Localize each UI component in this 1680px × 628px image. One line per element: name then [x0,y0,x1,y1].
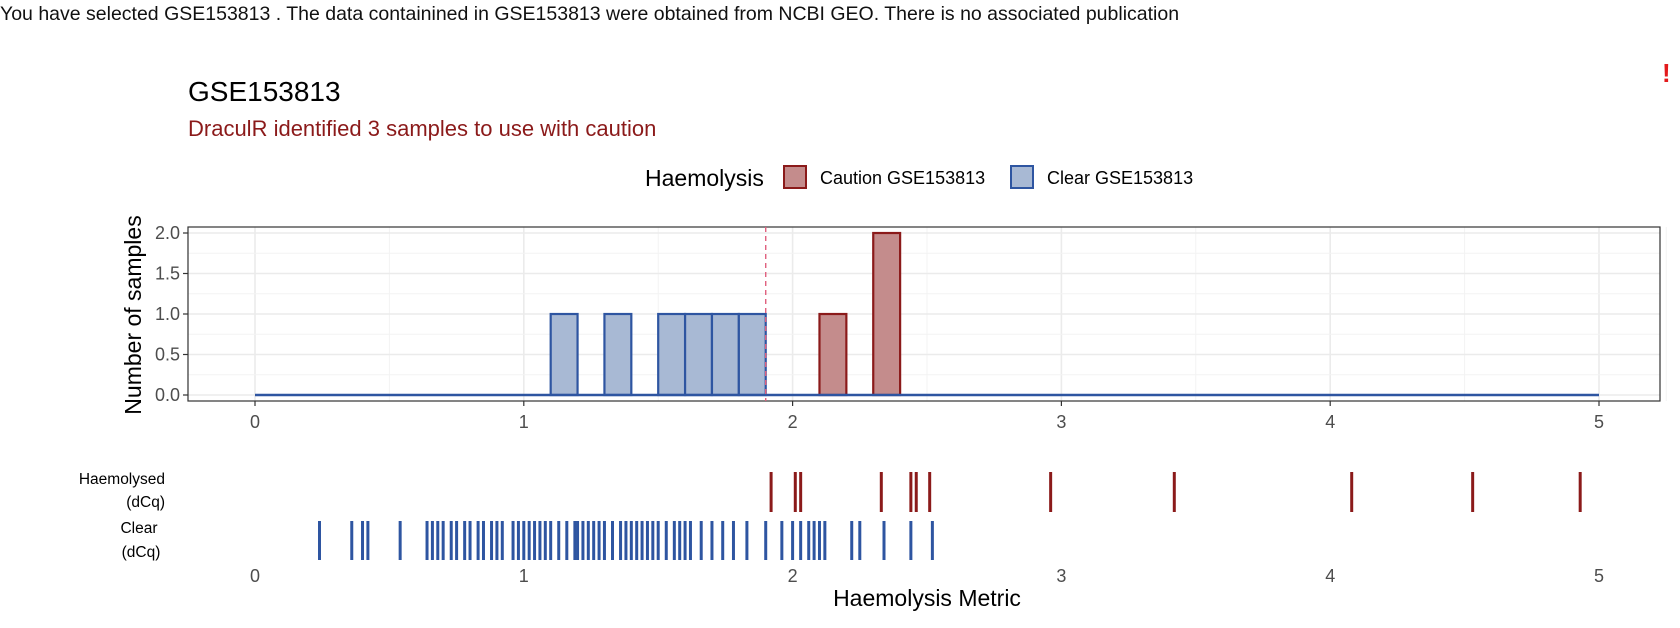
row-label-haemolysed: Haemolysed [79,471,165,488]
rug-x-tick-label: 1 [519,566,529,586]
legend-swatch-clear [1010,165,1034,189]
row-label-clear-unit: (dCq) [122,544,161,561]
histogram-x-ticks: 0 1 2 3 4 5 [250,401,1604,432]
histogram-bar-clear [657,312,687,397]
rug-x-tick-label: 0 [250,566,260,586]
y-axis-title: Number of samples [120,215,146,414]
rug-panel: Haemolysed (dCq) Clear (dCq) 0 1 2 3 4 5 [79,471,1604,586]
x-tick-label: 4 [1325,412,1335,432]
histogram-bar-clear [710,312,740,397]
histogram-grid [187,227,1667,401]
y-tick-label: 0.5 [155,345,180,365]
chart-subtitle: DraculR identified 3 samples to use with… [188,116,656,141]
legend-label-clear: Clear GSE153813 [1047,168,1193,188]
rug-x-tick-label: 3 [1056,566,1066,586]
rug-marks [318,472,1582,560]
legend: Haemolysis Caution GSE153813 Clear GSE15… [645,165,1193,191]
chart-title: GSE153813 [188,76,341,107]
x-tick-label: 1 [519,412,529,432]
histogram-bar-clear [737,312,767,397]
legend-label-caution: Caution GSE153813 [820,168,985,188]
histogram-bar-clear [549,312,579,397]
histogram-y-ticks: 0.0 0.5 1.0 1.5 2.0 [155,223,188,405]
x-tick-label: 2 [788,412,798,432]
dataset-info-text: You have selected GSE153813 . The data c… [0,3,1180,25]
y-tick-label: 2.0 [155,223,180,243]
row-label-haemolysed-unit: (dCq) [126,494,165,511]
y-tick-label: 1.0 [155,304,180,324]
x-tick-label: 5 [1594,412,1604,432]
rug-x-tick-label: 5 [1594,566,1604,586]
histogram-bar-clear [603,312,633,397]
histogram-bar-caution [872,231,902,397]
x-axis-title: Haemolysis Metric [833,585,1021,611]
legend-swatch-caution [783,165,807,189]
legend-title: Haemolysis [645,165,764,191]
x-tick-label: 3 [1056,412,1066,432]
y-tick-label: 0.0 [155,385,180,405]
rug-x-tick-label: 2 [788,566,798,586]
warning-icon: ! [1662,58,1671,88]
rug-x-ticks: 0 1 2 3 4 5 [250,566,1604,586]
x-tick-label: 0 [250,412,260,432]
row-label-clear: Clear [120,520,157,537]
rug-x-tick-label: 4 [1325,566,1335,586]
histogram-bar-caution [818,312,848,397]
histogram-bar-clear [683,312,714,397]
y-tick-label: 1.5 [155,264,180,284]
histogram-panel: 0.0 0.5 1.0 1.5 2.0 0 1 2 3 4 5 [155,223,1667,432]
